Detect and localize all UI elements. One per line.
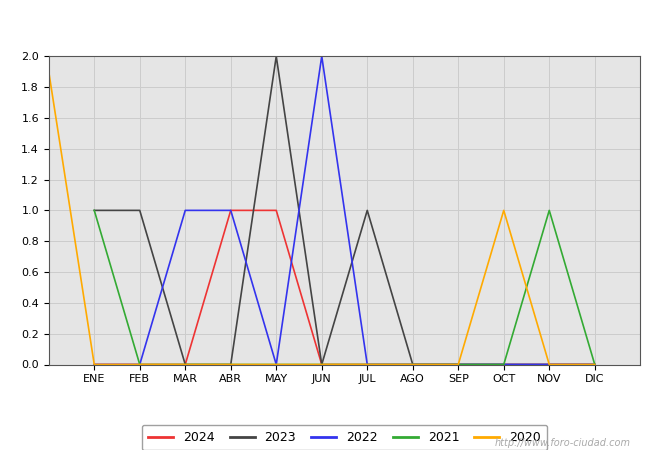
- 2023: [272, 54, 280, 59]
- 2023: [227, 362, 235, 367]
- Text: http://www.foro-ciudad.com: http://www.foro-ciudad.com: [495, 438, 630, 448]
- Line: 2021: 2021: [94, 211, 595, 364]
- 2024: [318, 362, 326, 367]
- 2023: [545, 362, 553, 367]
- 2020: [545, 362, 553, 367]
- 2020: [227, 362, 235, 367]
- 2024: [227, 208, 235, 213]
- 2020: [90, 362, 98, 367]
- 2020: [181, 362, 189, 367]
- 2021: [181, 362, 189, 367]
- 2021: [454, 362, 462, 367]
- 2024: [136, 362, 144, 367]
- 2021: [363, 362, 371, 367]
- 2021: [90, 208, 98, 213]
- 2020: [318, 362, 326, 367]
- 2022: [500, 362, 508, 367]
- 2020: [409, 362, 417, 367]
- 2023: [454, 362, 462, 367]
- 2024: [591, 362, 599, 367]
- 2024: [181, 362, 189, 367]
- 2022: [591, 362, 599, 367]
- 2021: [545, 208, 553, 213]
- Line: 2020: 2020: [49, 72, 595, 364]
- 2024: [500, 362, 508, 367]
- 2024: [272, 208, 280, 213]
- 2021: [318, 362, 326, 367]
- 2022: [181, 208, 189, 213]
- 2023: [500, 362, 508, 367]
- 2022: [363, 362, 371, 367]
- 2024: [545, 362, 553, 367]
- 2021: [227, 362, 235, 367]
- 2023: [90, 208, 98, 213]
- 2020: [272, 362, 280, 367]
- 2021: [409, 362, 417, 367]
- 2021: [500, 362, 508, 367]
- Line: 2024: 2024: [94, 211, 595, 364]
- 2020: [136, 362, 144, 367]
- 2022: [454, 362, 462, 367]
- 2023: [181, 362, 189, 367]
- 2022: [90, 362, 98, 367]
- 2024: [409, 362, 417, 367]
- 2022: [227, 208, 235, 213]
- 2023: [363, 208, 371, 213]
- 2024: [90, 362, 98, 367]
- 2023: [136, 208, 144, 213]
- 2022: [409, 362, 417, 367]
- 2023: [318, 362, 326, 367]
- 2023: [409, 362, 417, 367]
- 2022: [136, 362, 144, 367]
- 2022: [272, 362, 280, 367]
- 2024: [454, 362, 462, 367]
- 2022: [545, 362, 553, 367]
- 2024: [363, 362, 371, 367]
- 2020: [500, 208, 508, 213]
- Line: 2022: 2022: [94, 56, 595, 364]
- Text: Matriculaciones de Vehiculos en Mainar: Matriculaciones de Vehiculos en Mainar: [153, 14, 497, 33]
- 2023: [591, 362, 599, 367]
- 2022: [318, 54, 326, 59]
- 2021: [272, 362, 280, 367]
- 2020: [45, 69, 53, 74]
- 2020: [591, 362, 599, 367]
- Line: 2023: 2023: [94, 56, 595, 364]
- Legend: 2024, 2023, 2022, 2021, 2020: 2024, 2023, 2022, 2021, 2020: [142, 425, 547, 450]
- 2020: [363, 362, 371, 367]
- 2021: [591, 362, 599, 367]
- 2021: [136, 362, 144, 367]
- 2020: [454, 362, 462, 367]
